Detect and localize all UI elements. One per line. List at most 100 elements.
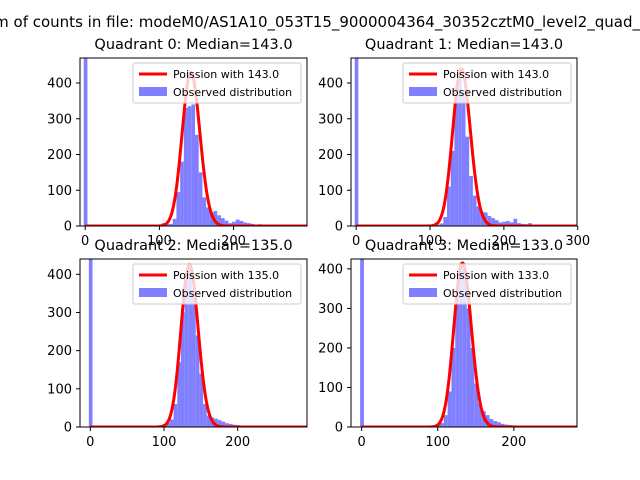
- x-tick-label: 200: [221, 234, 246, 249]
- histogram-bar: [360, 259, 364, 427]
- subplot-title: Quadrant 3: Median=133.0: [365, 238, 563, 254]
- histogram-bar: [470, 347, 475, 427]
- histogram-bar: [439, 223, 444, 226]
- histogram-bar: [220, 218, 225, 226]
- y-tick-label: 0: [335, 421, 343, 436]
- histogram-bar: [487, 215, 492, 226]
- y-tick-label: 100: [318, 381, 343, 396]
- histogram-bar: [506, 220, 510, 226]
- quadrant-panel-2: 0 100 200 0 100 200 300 400 Quadrant 2: Median=1…: [47, 238, 308, 450]
- x-tick-label: 100: [147, 234, 172, 249]
- figure-title: Histogram of counts in file: modeM0/AS1A…: [0, 13, 640, 32]
- histogram-bar: [443, 217, 448, 226]
- histogram-bar: [172, 218, 177, 226]
- histogram-bar: [225, 423, 229, 427]
- histogram-bar: [478, 403, 482, 427]
- histogram-bar: [462, 268, 467, 427]
- legend-box: [132, 62, 302, 104]
- legend-histogram-label: Observed distribution: [443, 86, 562, 99]
- histogram-bar: [461, 90, 466, 226]
- histogram-bar: [440, 423, 444, 427]
- histogram-bar: [450, 150, 455, 226]
- histogram-bar: [183, 108, 188, 226]
- histogram-bar: [500, 423, 505, 427]
- histogram-bar: [232, 221, 236, 226]
- x-tick-label: 0: [358, 435, 366, 450]
- y-tick-label: 400: [318, 262, 343, 277]
- histogram-bar: [502, 221, 507, 226]
- histogram-bar: [221, 421, 226, 427]
- histogram-bar: [217, 215, 221, 226]
- legend-box: [132, 263, 302, 305]
- histogram-bar: [243, 222, 247, 226]
- y-tick-label: 200: [47, 344, 72, 359]
- legend-poisson-label: Poission with 143.0: [173, 68, 279, 81]
- histogram-bar: [191, 104, 195, 226]
- histogram-bar: [469, 175, 473, 226]
- x-tick-label: 0: [352, 234, 360, 249]
- legend-histogram-label: Observed distribution: [443, 287, 562, 300]
- poisson-curve: [89, 263, 307, 427]
- x-tick-label: 0: [86, 435, 94, 450]
- legend: Poission with 143.0 Observed distribution: [402, 62, 572, 104]
- histogram-bar: [180, 161, 184, 226]
- y-tick-label: 100: [47, 382, 72, 397]
- histogram-bar: [454, 86, 459, 226]
- subplot-title: Quadrant 0: Median=143.0: [94, 37, 292, 53]
- histogram-bar: [195, 335, 200, 427]
- histogram-bar: [88, 259, 93, 427]
- histogram-bar: [166, 422, 170, 427]
- histogram-bar: [239, 220, 244, 226]
- histogram-bar: [180, 312, 185, 427]
- legend-poisson-label: Poission with 143.0: [443, 68, 549, 81]
- histogram-bar: [83, 58, 88, 226]
- legend-histogram-label: Observed distribution: [173, 287, 292, 300]
- histogram-bar: [455, 296, 460, 427]
- histogram-bar: [169, 223, 173, 226]
- histogram-bar: [217, 420, 222, 427]
- legend-histogram-swatch: [409, 288, 437, 297]
- histogram-bar: [228, 423, 233, 427]
- poisson-curve: [360, 261, 577, 427]
- plots: 0 100 200 0 100 200 300 400 Quadrant 0: Median=1…: [47, 37, 590, 450]
- histogram-bar: [489, 419, 494, 427]
- histogram-bar: [472, 195, 477, 226]
- histogram-bar: [466, 308, 471, 427]
- histogram-bar: [194, 134, 199, 226]
- y-tick-label: 200: [47, 148, 72, 163]
- legend: Poission with 143.0 Observed distribution: [132, 62, 302, 104]
- legend-box: [402, 62, 572, 104]
- histogram-bar: [495, 220, 499, 226]
- y-tick-label: 300: [318, 302, 343, 317]
- y-tick-label: 400: [47, 77, 72, 92]
- quadrant-panel-0: 0 100 200 0 100 200 300 400 Quadrant 0: Median=1…: [47, 37, 308, 249]
- plot-area: [360, 259, 577, 427]
- subplot-title: Quadrant 1: Median=143.0: [365, 37, 563, 53]
- legend-histogram-label: Observed distribution: [173, 86, 292, 99]
- histogram-bar: [224, 220, 229, 226]
- y-tick-label: 400: [47, 268, 72, 283]
- x-tick-label: 0: [81, 234, 89, 249]
- histogram-bar: [214, 418, 218, 427]
- axes-frame: [79, 57, 308, 227]
- histogram-bar: [206, 415, 211, 427]
- y-tick-label: 400: [318, 77, 343, 92]
- histogram-bar: [443, 415, 448, 427]
- histogram-bar: [203, 404, 207, 427]
- y-tick-label: 0: [64, 421, 72, 436]
- legend: Poission with 133.0 Observed distribution: [402, 263, 572, 305]
- x-tick-label: 200: [225, 435, 250, 450]
- axes-frame: [79, 258, 308, 428]
- y-tick-label: 300: [47, 306, 72, 321]
- histogram-bar: [198, 172, 203, 226]
- histogram-bar: [199, 373, 204, 427]
- histogram-bar: [476, 206, 481, 226]
- histogram-bar: [498, 222, 503, 226]
- axes-frame: [350, 57, 578, 227]
- histogram-bar: [169, 419, 174, 427]
- histogram-bar: [173, 404, 178, 427]
- histogram-bar: [447, 391, 452, 427]
- y-tick-label: 200: [318, 341, 343, 356]
- x-tick-label: 300: [565, 234, 590, 249]
- histogram-bar: [165, 224, 170, 226]
